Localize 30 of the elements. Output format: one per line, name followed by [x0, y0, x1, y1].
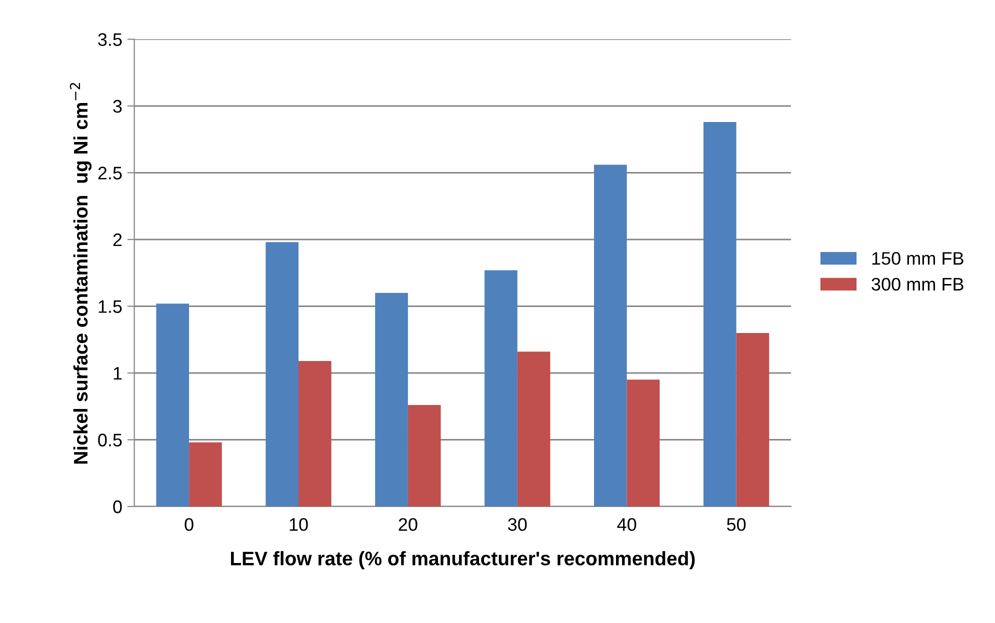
y-tick-label: 2: [113, 233, 122, 246]
bar: [484, 270, 518, 506]
y-tick-label: 3: [113, 100, 122, 113]
bar: [266, 242, 298, 506]
bar: [408, 405, 441, 506]
legend-label: 150 mm FB: [872, 252, 964, 265]
bar: [626, 380, 660, 506]
x-tick-label: 30: [508, 518, 527, 531]
y-tick-label: 3.5: [98, 33, 122, 46]
x-tick-label: 20: [398, 518, 418, 531]
y-tick-label: 0: [113, 500, 122, 514]
y-tick-label: 2.5: [98, 166, 122, 180]
legend-label: 300 mm FB: [872, 278, 964, 291]
bar: [703, 122, 736, 506]
y-axis-title: Nickel surface contamination ug Ni cm$^{−2}$: [70, 82, 92, 464]
bar: [594, 164, 627, 506]
y-tick-label: 0.5: [98, 434, 122, 446]
x-axis-title: LEV flow rate (% of manufacturer's recommended): [230, 551, 695, 570]
y-tick-label: 1.5: [98, 300, 122, 313]
bar: [517, 352, 550, 506]
bar: [189, 442, 222, 506]
x-tick-label: 10: [290, 518, 308, 531]
x-tick-label: 50: [726, 518, 746, 531]
bar: [298, 360, 332, 506]
bar: [156, 304, 190, 506]
bar: [736, 332, 770, 506]
y-tick-label: 1: [114, 367, 122, 380]
x-tick-label: 40: [617, 518, 636, 531]
x-tick-label: 0: [184, 518, 194, 531]
bar: [375, 292, 408, 506]
